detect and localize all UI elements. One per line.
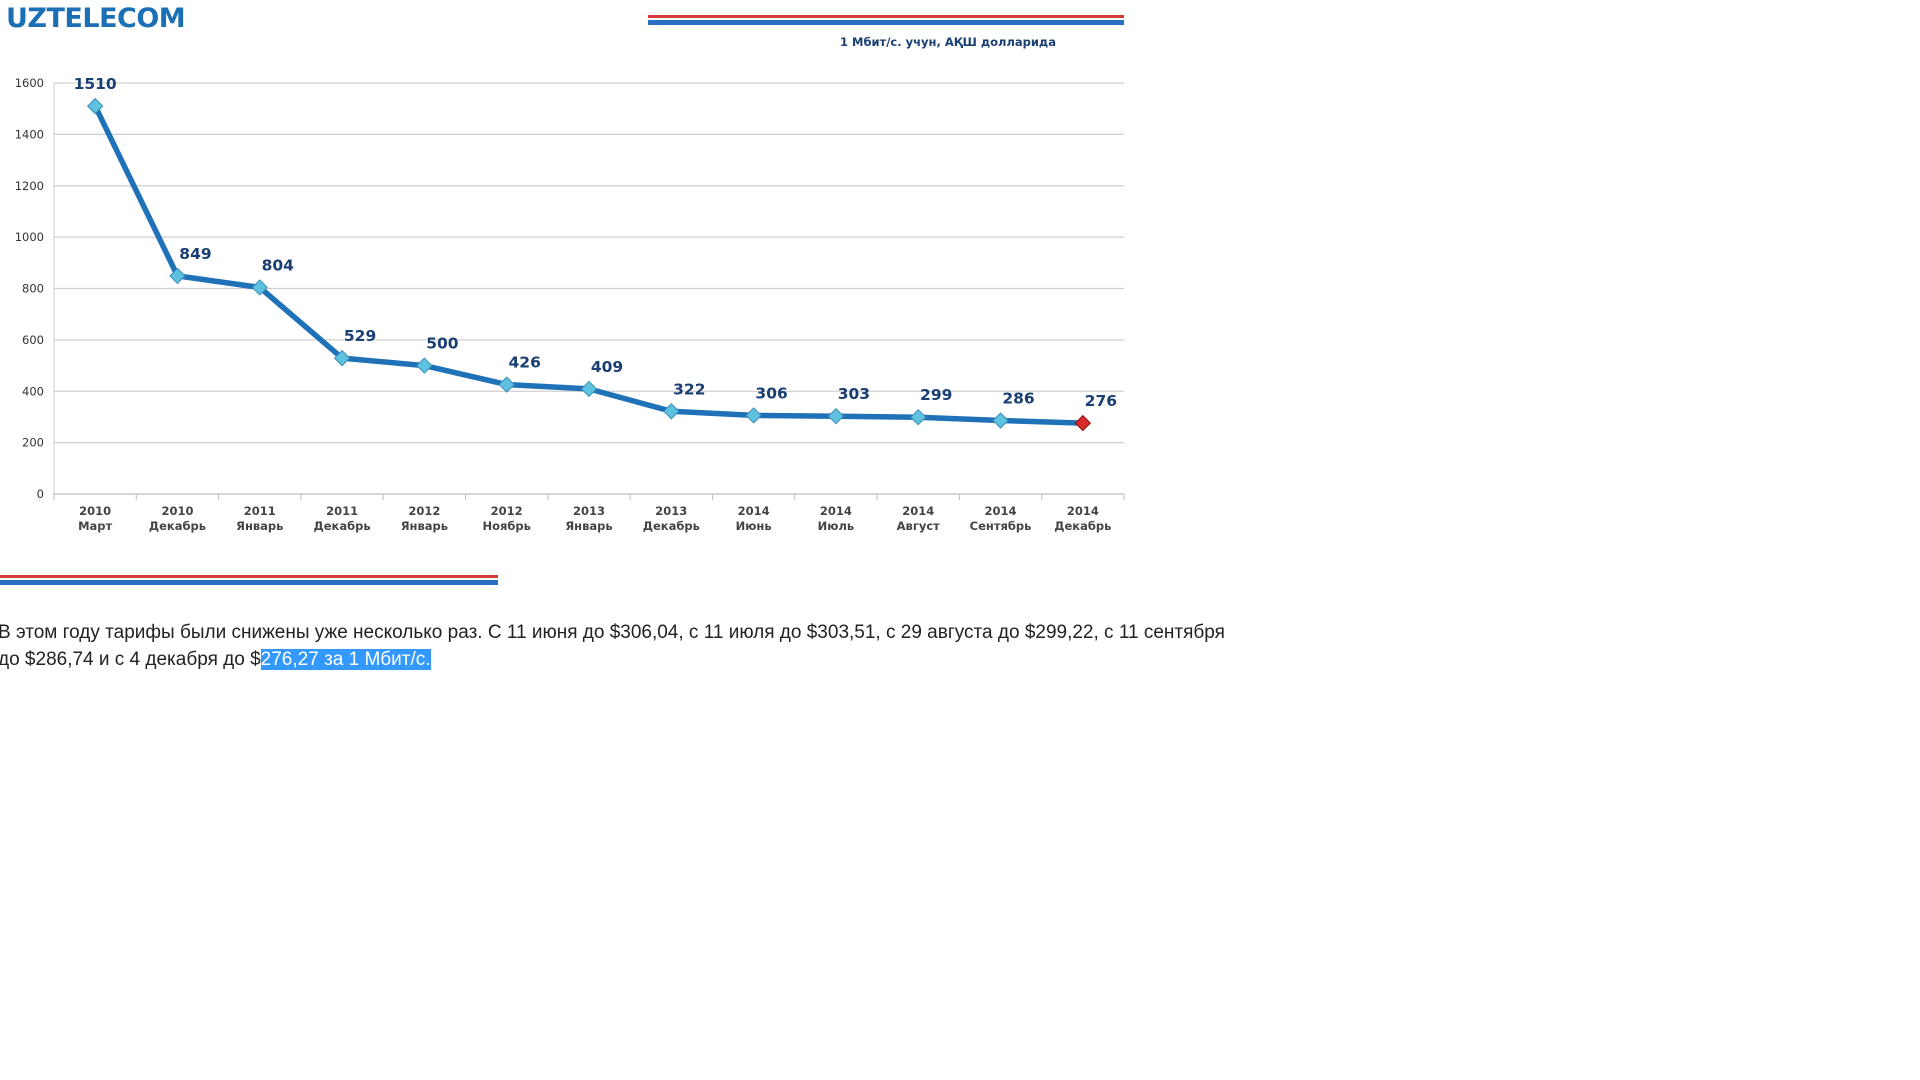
y-tick-1000: 1000 (15, 230, 44, 244)
tariff-chart: UZTELECOM 1 Мбит/с. учун, АҚШ долларида … (0, 3, 1125, 585)
article-paragraph: В этом году тарифы были снижены уже неск… (0, 619, 1398, 673)
data-label: 303 (838, 385, 870, 403)
data-point-marker (992, 412, 1009, 429)
header-stripe-blue (648, 20, 1124, 25)
data-label: 322 (673, 380, 705, 398)
series-line (92, 103, 1086, 426)
data-point-marker (580, 380, 598, 398)
data-label: 500 (426, 335, 459, 353)
data-labels: 1510 849 804 529 500 426 409 322 306 303 299 286 276 (74, 75, 1117, 410)
y-tick-1600: 1600 (15, 76, 44, 90)
y-axis-ticks: 0 200 400 600 800 1000 1200 1400 1600 (15, 76, 44, 501)
data-point-marker (169, 267, 186, 285)
article-line-2: до $286,74 и с 4 декабря до $276,27 за 1… (0, 646, 1398, 673)
data-point-marker (910, 408, 927, 426)
x-tick-label: 2014 Июнь (736, 504, 772, 533)
header-stripe-red (648, 15, 1124, 18)
data-point-marker (333, 349, 351, 367)
data-label: 306 (755, 384, 787, 402)
data-point-marker (663, 403, 680, 420)
series-markers (86, 97, 1092, 432)
brand-logo: UZTELECOM (6, 3, 185, 34)
last-data-point-marker (1074, 414, 1092, 432)
selected-text[interactable]: 276,27 за 1 Мбит/с. (260, 649, 431, 670)
data-point-marker (827, 407, 845, 425)
x-tick-label: 2014 Июль (818, 504, 855, 533)
y-tick-400: 400 (22, 384, 44, 398)
y-tick-600: 600 (22, 333, 44, 347)
y-tick-800: 800 (22, 282, 44, 296)
y-tick-200: 200 (22, 436, 44, 450)
x-tick-label: 2014 Сентябрь (970, 504, 1032, 533)
data-point-marker (498, 376, 515, 393)
x-tick-label: 2013 Декабрь (643, 504, 700, 533)
data-label: 286 (1002, 390, 1034, 408)
y-tick-1400: 1400 (15, 127, 44, 141)
article-line-2-text: до $286,74 и с 4 декабря до $ (0, 649, 261, 670)
x-tick-label: 2014 Декабрь (1054, 504, 1111, 533)
chart-gridlines (54, 82, 1124, 444)
x-tick-label: 2012 Ноябрь (482, 504, 530, 533)
data-point-marker (416, 357, 433, 374)
x-tick-label: 2011 Январь (236, 504, 283, 533)
chart-axes (53, 83, 1125, 500)
y-tick-1200: 1200 (15, 179, 44, 193)
x-axis-ticks: 2010 Март 2010 Декабрь 2011 Январь 2011 Декабрь… (78, 504, 1111, 533)
data-label: 804 (262, 256, 295, 274)
chart-title: 1 Мбит/с. учун, АҚШ долларида (840, 35, 1056, 49)
x-tick-label: 2013 Январь (565, 504, 612, 533)
footer-stripe-blue (0, 580, 498, 585)
article-line-1: В этом году тарифы были снижены уже неск… (0, 622, 1225, 643)
x-tick-label: 2012 Январь (401, 504, 448, 533)
data-label: 1510 (74, 75, 117, 93)
data-point-marker (745, 407, 762, 424)
x-tick-label: 2011 Декабрь (314, 504, 371, 533)
data-label: 426 (509, 354, 541, 372)
data-label: 299 (920, 386, 952, 404)
data-point-marker (251, 279, 268, 296)
x-tick-label: 2010 Декабрь (149, 504, 206, 533)
y-tick-0: 0 (37, 487, 44, 501)
data-point-marker (86, 97, 104, 115)
data-label: 849 (179, 245, 211, 263)
x-tick-label: 2010 Март (78, 504, 112, 533)
x-tick-label: 2014 Август (897, 504, 940, 533)
data-label: 276 (1085, 392, 1117, 410)
data-label: 529 (344, 327, 376, 345)
data-label: 409 (591, 358, 623, 376)
footer-stripe-red (0, 575, 498, 578)
